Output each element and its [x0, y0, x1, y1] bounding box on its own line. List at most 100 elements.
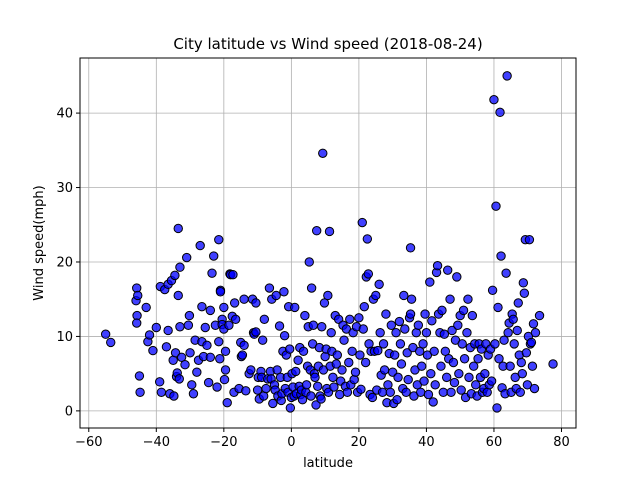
data-point: [400, 324, 410, 334]
data-point: [519, 288, 530, 298]
data-point: [371, 290, 381, 301]
x-tick-label: 60: [486, 435, 503, 450]
data-point: [516, 357, 526, 368]
data-point: [381, 309, 391, 319]
data-point: [453, 320, 463, 330]
data-point: [355, 350, 365, 360]
data-point: [241, 386, 251, 396]
data-point: [426, 368, 436, 379]
data-point: [513, 298, 523, 308]
data-point: [428, 397, 438, 407]
data-point: [219, 302, 229, 313]
data-point: [502, 71, 512, 81]
data-point: [356, 384, 366, 394]
data-point: [284, 344, 295, 354]
data-point: [432, 261, 443, 271]
data-point: [363, 269, 374, 279]
data-point: [438, 387, 449, 397]
data-point: [490, 339, 500, 349]
data-point: [471, 380, 481, 390]
data-point: [304, 257, 314, 267]
y-axis-ticks: 0 10 20 30 40: [56, 107, 80, 419]
data-point: [463, 294, 473, 304]
data-point: [439, 329, 450, 339]
data-point: [324, 226, 335, 237]
data-point: [486, 376, 497, 386]
data-point: [202, 340, 212, 351]
data-point: [271, 290, 281, 301]
data-point: [379, 365, 390, 375]
data-point: [308, 320, 319, 330]
data-point: [354, 313, 364, 323]
data-point: [195, 240, 205, 251]
data-point: [459, 354, 470, 364]
data-point: [310, 372, 320, 383]
data-point: [403, 374, 413, 385]
data-point: [467, 310, 478, 321]
data-point: [209, 251, 219, 261]
data-point: [306, 391, 316, 401]
data-point: [487, 285, 498, 295]
data-point: [443, 265, 453, 275]
grid-lines: [80, 58, 576, 428]
data-point: [496, 251, 506, 261]
data-point: [401, 387, 411, 397]
data-point: [257, 335, 268, 345]
data-point: [386, 320, 397, 330]
data-point: [331, 359, 341, 369]
x-tick-label: 40: [418, 435, 435, 450]
data-point: [239, 294, 249, 304]
data-point: [377, 387, 388, 397]
data-point: [316, 394, 326, 404]
data-point: [501, 268, 511, 278]
data-point: [464, 372, 474, 383]
data-point: [521, 348, 532, 358]
data-point: [420, 309, 430, 319]
data-point: [529, 383, 540, 394]
data-point: [359, 301, 369, 312]
data-point: [391, 328, 401, 338]
data-point: [173, 223, 183, 234]
data-point: [259, 314, 270, 325]
data-point: [228, 269, 238, 280]
data-point: [229, 298, 240, 308]
data-point: [395, 339, 406, 349]
data-point: [174, 374, 184, 384]
data-point: [182, 252, 192, 263]
data-point: [339, 335, 349, 345]
data-point: [458, 305, 469, 316]
data-point: [456, 385, 466, 395]
data-point: [350, 367, 361, 377]
data-point: [360, 357, 371, 368]
data-point: [405, 243, 416, 253]
data-point: [132, 318, 142, 328]
data-point: [230, 314, 241, 325]
y-tick-label: 10: [56, 330, 73, 345]
x-tick-label: −40: [143, 435, 170, 450]
data-point: [417, 361, 427, 371]
data-point: [437, 305, 447, 316]
data-point: [291, 366, 301, 377]
data-point: [393, 372, 403, 383]
data-points: [100, 71, 558, 413]
data-point: [264, 283, 275, 293]
data-point: [492, 403, 502, 413]
data-point: [448, 357, 459, 368]
data-point: [527, 361, 538, 371]
data-point: [447, 325, 457, 336]
data-point: [180, 360, 190, 370]
data-point: [449, 377, 460, 388]
data-point: [441, 372, 452, 383]
data-point: [480, 368, 490, 379]
data-point: [419, 376, 429, 386]
x-tick-label: −60: [75, 435, 102, 450]
chart-title: City latitude vs Wind speed (2018-08-24): [173, 35, 482, 53]
data-point: [436, 361, 446, 371]
data-point: [175, 262, 185, 272]
data-point: [203, 377, 214, 388]
data-point: [508, 314, 518, 325]
data-point: [148, 345, 158, 356]
data-point: [151, 322, 162, 333]
data-point: [493, 302, 503, 313]
x-axis-ticks: −60 −40 −20 0 20 40 60 80: [75, 428, 570, 450]
